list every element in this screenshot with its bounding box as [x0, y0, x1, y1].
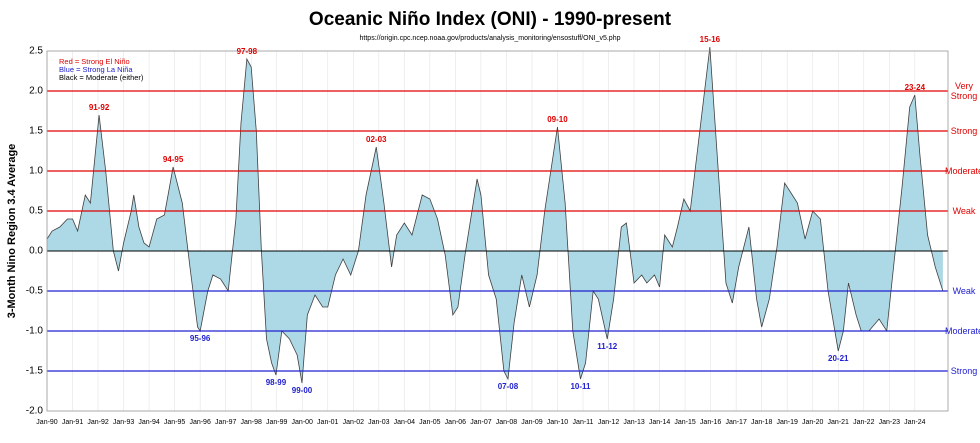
annotation: 02-03 — [366, 135, 387, 144]
x-tick-label: Jan-12 — [598, 419, 620, 426]
annotation: 97-98 — [237, 47, 258, 56]
x-tick-label: Jan-15 — [674, 419, 696, 426]
legend-note: Red = Strong El Niño — [59, 57, 130, 66]
x-tick-label: Jan-94 — [138, 419, 160, 426]
x-tick-label: Jan-10 — [547, 419, 569, 426]
x-tick-label: Jan-90 — [36, 419, 58, 426]
threshold-label: Very Strong — [950, 81, 978, 101]
y-tick-label: 1.0 — [29, 166, 43, 177]
y-tick-label: -1.5 — [26, 366, 44, 377]
annotation: 09-10 — [547, 115, 568, 124]
x-tick-label: Jan-05 — [419, 419, 441, 426]
threshold-label: Strong — [950, 126, 978, 136]
y-tick-label: 2.5 — [29, 46, 43, 57]
threshold-label: Weak — [952, 286, 976, 296]
x-tick-label: Jan-02 — [343, 419, 365, 426]
x-tick-label: Jan-14 — [649, 419, 671, 426]
threshold-label: Weak — [952, 206, 976, 216]
legend-note: Blue = Strong La Niña — [59, 65, 133, 74]
x-tick-label: Jan-92 — [87, 419, 109, 426]
plot-frame — [46, 50, 949, 412]
x-tick-label: Jan-08 — [496, 419, 518, 426]
x-tick-label: Jan-95 — [164, 419, 186, 426]
chart-title: Oceanic Niño Index (ONI) - 1990-present — [309, 9, 672, 30]
x-tick-label: Jan-06 — [445, 419, 467, 426]
x-tick-label: Jan-21 — [828, 419, 850, 426]
x-tick-label: Jan-97 — [215, 419, 237, 426]
annotation: 94-95 — [163, 155, 184, 164]
x-tick-label: Jan-20 — [802, 419, 824, 426]
x-tick-label: Jan-07 — [470, 419, 492, 426]
y-tick-label: -0.5 — [26, 286, 44, 297]
area-fill — [47, 47, 943, 383]
x-tick-label: Jan-04 — [394, 419, 416, 426]
oni-line — [46, 46, 944, 384]
annotation: 11-12 — [597, 342, 618, 351]
annotation: 10-11 — [570, 382, 591, 391]
annotation: 23-24 — [905, 83, 926, 92]
x-tick-label: Jan-01 — [317, 419, 339, 426]
x-tick-label: Jan-00 — [292, 419, 314, 426]
x-tick-label: Jan-18 — [751, 419, 773, 426]
y-tick-label: -2.0 — [26, 406, 44, 417]
y-axis-label: 3-Month Nino Region 3.4 Average — [6, 144, 18, 319]
threshold-label: Moderate — [944, 326, 980, 336]
annotation: 91-92 — [89, 103, 110, 112]
y-tick-label: 0.5 — [29, 206, 43, 217]
x-tick-label: Jan-03 — [368, 419, 390, 426]
threshold-label: Strong — [950, 366, 978, 376]
y-tick-label: 2.0 — [29, 86, 43, 97]
x-tick-label: Jan-23 — [879, 419, 901, 426]
x-tick-label: Jan-19 — [776, 419, 798, 426]
annotation: 95-96 — [190, 334, 211, 343]
x-tick-label: Jan-24 — [904, 419, 926, 426]
threshold-label: Moderate — [944, 166, 980, 176]
x-tick-label: Jan-16 — [700, 419, 722, 426]
legend-note: Black = Moderate (either) — [59, 73, 144, 82]
y-tick-label: 1.5 — [29, 126, 43, 137]
x-tick-label: Jan-13 — [623, 419, 645, 426]
y-tick-label: 0.0 — [29, 246, 43, 257]
chart-subtitle: https://origin.cpc.ncep.noaa.gov/product… — [360, 35, 621, 42]
x-tick-label: Jan-91 — [62, 419, 84, 426]
annotation: 99-00 — [292, 386, 313, 395]
annotation: 98-99 — [266, 378, 287, 387]
x-tick-label: Jan-09 — [521, 419, 543, 426]
x-tick-label: Jan-11 — [573, 419, 594, 426]
annotation: 07-08 — [498, 382, 519, 391]
x-tick-label: Jan-93 — [113, 419, 135, 426]
x-tick-label: Jan-96 — [189, 419, 211, 426]
annotation: 15-16 — [700, 35, 721, 44]
x-tick-label: Jan-98 — [240, 419, 262, 426]
x-tick-label: Jan-99 — [266, 419, 288, 426]
x-tick-label: Jan-17 — [725, 419, 747, 426]
y-tick-label: -1.0 — [26, 326, 44, 337]
x-tick-label: Jan-22 — [853, 419, 875, 426]
annotation: 20-21 — [828, 354, 849, 363]
